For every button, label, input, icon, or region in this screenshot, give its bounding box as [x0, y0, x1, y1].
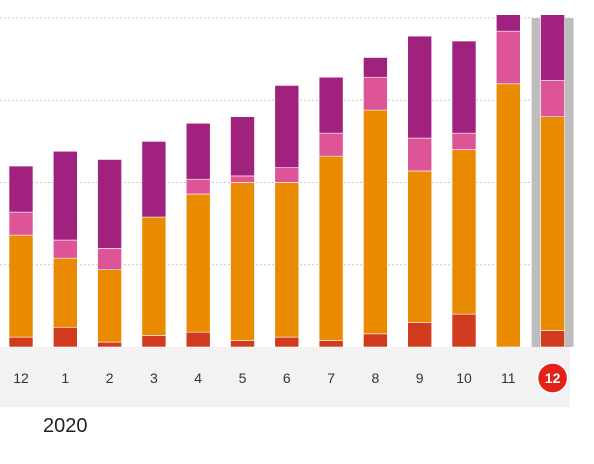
bar-segment[interactable]: [53, 240, 77, 258]
bar-segment[interactable]: [98, 248, 122, 269]
bar-segment[interactable]: [452, 150, 476, 315]
bar-segment[interactable]: [541, 15, 565, 81]
bar-segment[interactable]: [319, 156, 343, 340]
x-tick-label-selected[interactable]: 12: [545, 370, 561, 386]
bar-segment[interactable]: [142, 141, 166, 217]
bar-segment[interactable]: [275, 168, 299, 183]
bar-segment[interactable]: [319, 340, 343, 347]
bar-segment[interactable]: [363, 57, 387, 77]
x-tick-label[interactable]: 9: [416, 370, 424, 386]
x-tick-label[interactable]: 5: [239, 370, 247, 386]
x-tick-label[interactable]: 1: [61, 370, 69, 386]
bar-segment[interactable]: [186, 332, 210, 347]
bar-segment[interactable]: [496, 15, 520, 31]
x-tick-label[interactable]: 6: [283, 370, 291, 386]
bar-segment[interactable]: [275, 183, 299, 338]
bar-segment[interactable]: [98, 342, 122, 347]
x-tick-label[interactable]: 4: [194, 370, 202, 386]
bar-segment[interactable]: [275, 337, 299, 347]
bar-segment[interactable]: [186, 123, 210, 179]
bar-segment[interactable]: [186, 194, 210, 332]
bar-segment[interactable]: [452, 314, 476, 347]
x-tick-label[interactable]: 10: [456, 370, 472, 386]
bar-segment[interactable]: [541, 117, 565, 331]
bar-segment[interactable]: [98, 159, 122, 248]
bar-segment[interactable]: [408, 171, 432, 322]
bar-segment[interactable]: [541, 81, 565, 117]
x-tick-label[interactable]: 2: [106, 370, 114, 386]
year-label: 2020: [43, 415, 88, 438]
bar-segment[interactable]: [142, 217, 166, 335]
bar-segment[interactable]: [496, 31, 520, 84]
bar-segment[interactable]: [9, 166, 33, 212]
bar-segment[interactable]: [408, 322, 432, 347]
bar-segment[interactable]: [9, 337, 33, 347]
bar-segment[interactable]: [53, 327, 77, 347]
bar-segment[interactable]: [408, 36, 432, 138]
bar-segment[interactable]: [452, 133, 476, 149]
bar-segment[interactable]: [452, 41, 476, 133]
bar-segment[interactable]: [363, 110, 387, 334]
x-tick-label[interactable]: 11: [501, 370, 516, 386]
bar-segment[interactable]: [275, 85, 299, 167]
bars: [9, 15, 565, 347]
bar-segment[interactable]: [408, 138, 432, 171]
bar-segment[interactable]: [231, 340, 255, 347]
x-tick-label[interactable]: 8: [372, 370, 380, 386]
bar-segment[interactable]: [496, 84, 520, 347]
bar-segment[interactable]: [9, 235, 33, 337]
bar-segment[interactable]: [363, 77, 387, 110]
bar-segment[interactable]: [53, 258, 77, 327]
bar-segment[interactable]: [142, 335, 166, 347]
bar-segment[interactable]: [231, 183, 255, 341]
bar-segment[interactable]: [363, 334, 387, 347]
bar-segment[interactable]: [98, 270, 122, 342]
bar-segment[interactable]: [541, 331, 565, 347]
bar-segment[interactable]: [231, 117, 255, 176]
x-tick-label[interactable]: 3: [150, 370, 158, 386]
bar-segment[interactable]: [53, 151, 77, 240]
bar-segment[interactable]: [319, 133, 343, 156]
bar-segment[interactable]: [231, 176, 255, 183]
bar-segment[interactable]: [319, 77, 343, 133]
x-tick-label[interactable]: 7: [327, 370, 335, 386]
x-tick-label[interactable]: 12: [13, 370, 29, 386]
bar-segment[interactable]: [186, 179, 210, 194]
bar-segment[interactable]: [9, 212, 33, 235]
